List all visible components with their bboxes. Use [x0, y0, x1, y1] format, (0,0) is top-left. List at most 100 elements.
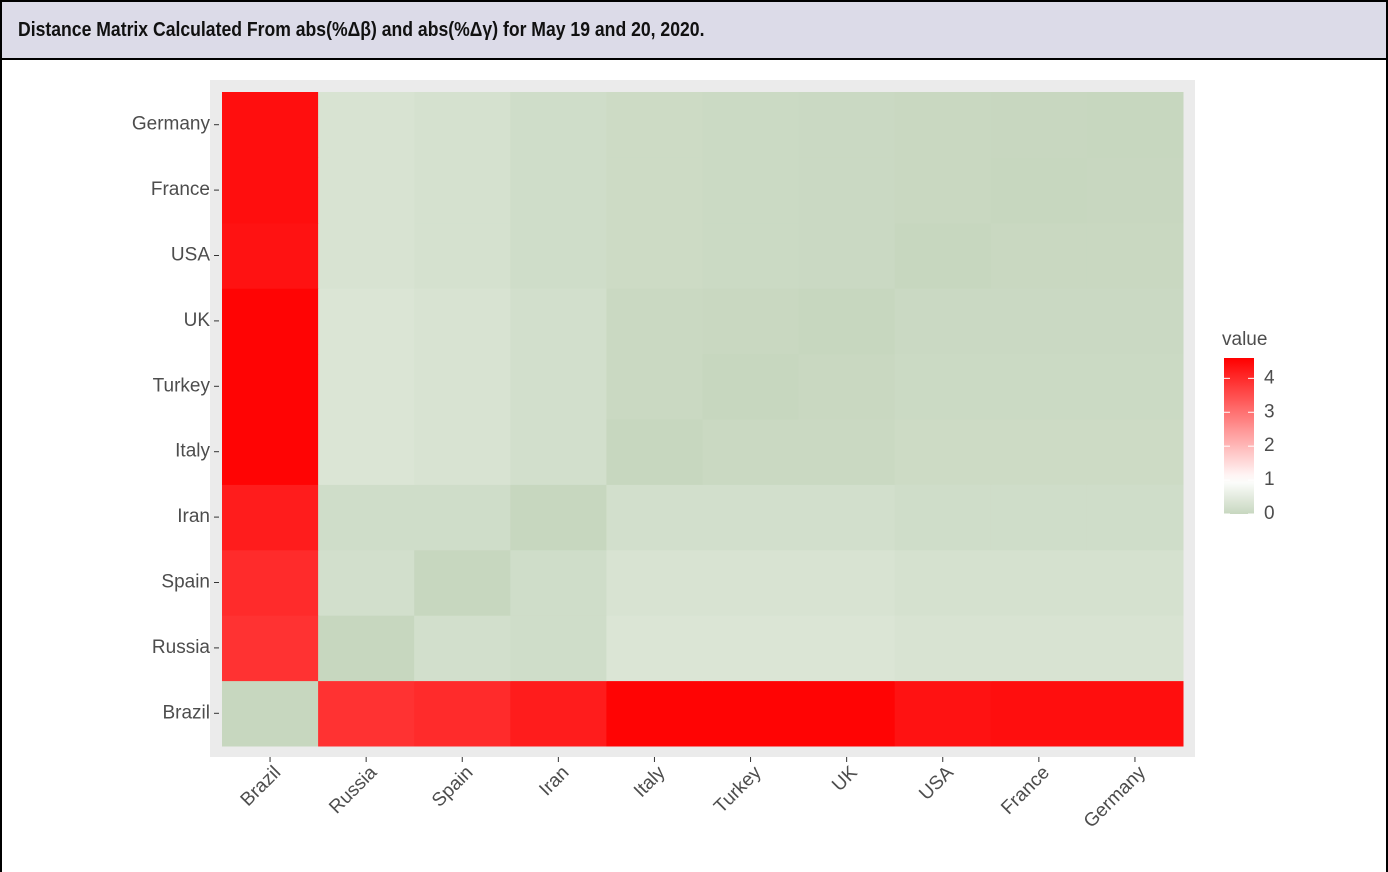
heatmap-cell [222, 419, 319, 485]
y-tick-label: Spain [161, 572, 210, 593]
heatmap-cell [894, 92, 992, 158]
heatmap-cell [318, 288, 415, 355]
heatmap-cell [1086, 680, 1184, 747]
heatmap-cell [606, 92, 703, 158]
x-tick-label: Germany [1080, 762, 1150, 832]
heatmap-cell [990, 157, 1088, 224]
heatmap-cell [510, 549, 607, 616]
heatmap-cell [510, 222, 607, 289]
colorbar-tick-label: 2 [1264, 435, 1275, 456]
x-tick-label: Brazil [237, 762, 285, 810]
heatmap-cell [990, 484, 1088, 551]
heatmap-cell [1086, 615, 1184, 682]
x-tick-label: Spain [428, 762, 477, 811]
heatmap-cell [702, 680, 800, 747]
heatmap-cell [1086, 419, 1184, 485]
heatmap-cell [606, 353, 703, 420]
heatmap-cell [510, 419, 607, 485]
heatmap-cell [318, 222, 415, 289]
y-tick-label: Iran [177, 506, 210, 527]
heatmap-cell [510, 680, 607, 747]
heatmap-cell [990, 288, 1088, 355]
x-tick-label: Turkey [710, 762, 766, 818]
heatmap-cell [606, 157, 703, 224]
heatmap-cell [990, 353, 1088, 420]
x-tick-label: Iran [535, 762, 573, 800]
heatmap-cell [414, 288, 511, 355]
heatmap-cell [894, 157, 992, 224]
colorbar-tick-label: 1 [1264, 469, 1275, 490]
y-tick-label: Germany [132, 114, 211, 135]
colorbar [1224, 358, 1254, 514]
heatmap-cell [702, 549, 800, 616]
heatmap-cell [606, 222, 703, 289]
heatmap-cell [510, 92, 607, 158]
y-tick-label: Russia [152, 637, 211, 658]
heatmap-cell [798, 288, 896, 355]
heatmap-cell [702, 288, 800, 355]
x-tick-label: UK [828, 762, 862, 796]
heatmap-cell [222, 549, 319, 616]
heatmap-cell [702, 222, 800, 289]
heatmap-cell [702, 157, 800, 224]
y-tick-label: France [151, 179, 210, 200]
x-tick-label: Russia [325, 762, 381, 818]
heatmap-cell [606, 419, 703, 485]
heatmap-cell [414, 615, 511, 682]
heatmap-cell [510, 615, 607, 682]
heatmap-cell [606, 680, 703, 747]
heatmap-cell [798, 680, 896, 747]
heatmap-cell [414, 680, 511, 747]
x-tick-label: USA [915, 762, 958, 805]
heatmap-cell [990, 419, 1088, 485]
y-tick-label: USA [171, 245, 210, 266]
heatmap-cell [222, 288, 319, 355]
heatmap-cell [606, 549, 703, 616]
heatmap-cell [318, 484, 415, 551]
heatmap-cell [414, 419, 511, 485]
heatmap-cell [894, 549, 992, 616]
heatmap-cell [318, 353, 415, 420]
heatmap-cell [990, 549, 1088, 616]
heatmap-cell [318, 549, 415, 616]
heatmap-cell [318, 419, 415, 485]
legend-title: value [1222, 329, 1267, 350]
heatmap-cell [606, 484, 703, 551]
heatmap-cell [414, 484, 511, 551]
heatmap-cell [798, 419, 896, 485]
heatmap-cell [318, 157, 415, 224]
heatmap-cell [702, 92, 800, 158]
heatmap-cell [702, 353, 800, 420]
heatmap-cell [222, 615, 319, 682]
heatmap-cell [990, 222, 1088, 289]
heatmap-cell [1086, 157, 1184, 224]
heatmap-cell [894, 288, 992, 355]
colorbar-tick-label: 0 [1264, 503, 1275, 524]
heatmap-cell [510, 288, 607, 355]
colorbar-tick-label: 3 [1264, 401, 1275, 422]
y-tick-label: Brazil [162, 702, 210, 723]
x-tick-label: Italy [630, 762, 670, 802]
heatmap-cell [222, 92, 319, 158]
heatmap-cell [1086, 222, 1184, 289]
heatmap-cell [894, 615, 992, 682]
heatmap-cell [606, 288, 703, 355]
heatmap-cell [414, 222, 511, 289]
heatmap-cell [1086, 353, 1184, 420]
heatmap-cell [894, 680, 992, 747]
heatmap-cell [606, 615, 703, 682]
heatmap-cell [414, 353, 511, 420]
heatmap-cell [318, 680, 415, 747]
heatmap-cell [414, 157, 511, 224]
heatmap-cell [1086, 288, 1184, 355]
heatmap-cell [1086, 92, 1184, 158]
heatmap-cell [414, 92, 511, 158]
heatmap-cell [894, 419, 992, 485]
heatmap-cell [894, 484, 992, 551]
heatmap-cell [798, 157, 896, 224]
heatmap-cell [798, 484, 896, 551]
heatmap-cell [798, 615, 896, 682]
heatmap-cell [798, 222, 896, 289]
heatmap-cell [510, 353, 607, 420]
